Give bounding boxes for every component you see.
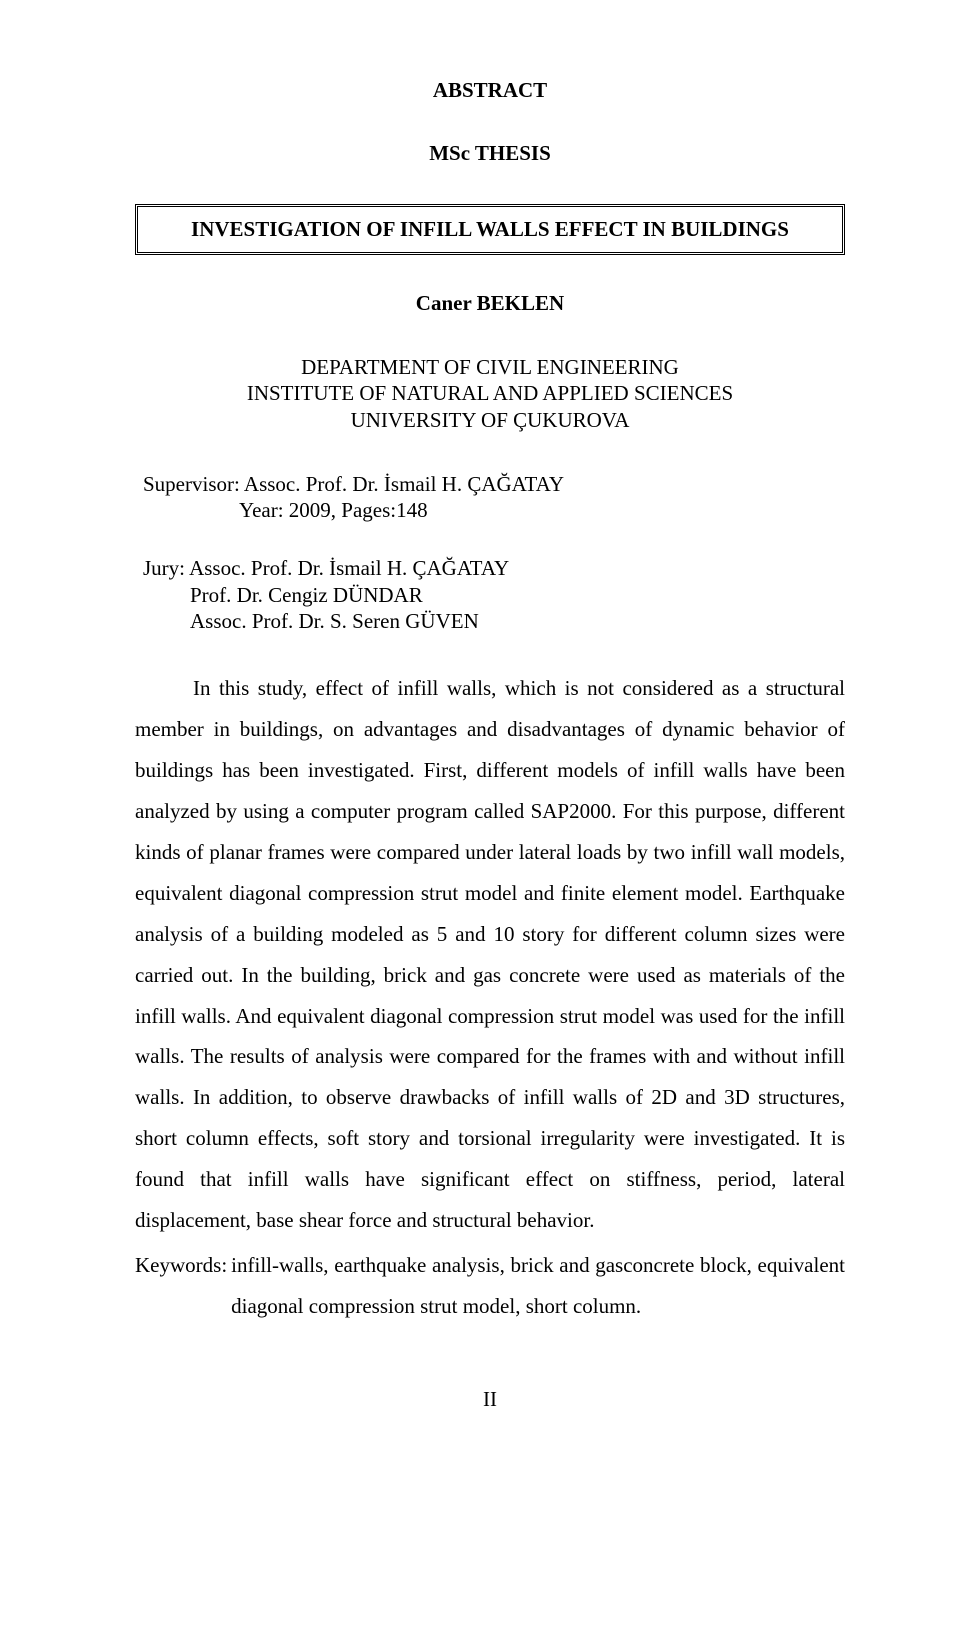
jury-line-1: Jury: Assoc. Prof. Dr. İsmail H. ÇAĞATAY — [143, 555, 845, 581]
jury-block: Jury: Assoc. Prof. Dr. İsmail H. ÇAĞATAY… — [143, 555, 845, 634]
supervisor-line: Supervisor: Assoc. Prof. Dr. İsmail H. Ç… — [143, 471, 845, 497]
abstract-label: ABSTRACT — [135, 78, 845, 103]
year-pages-line: Year: 2009, Pages:148 — [143, 497, 845, 523]
page-number: II — [135, 1387, 845, 1412]
abstract-body: In this study, effect of infill walls, w… — [135, 668, 845, 1241]
department-block: DEPARTMENT OF CIVIL ENGINEERING INSTITUT… — [135, 354, 845, 433]
author-name: Caner BEKLEN — [135, 291, 845, 316]
institute-line: INSTITUTE OF NATURAL AND APPLIED SCIENCE… — [135, 380, 845, 406]
university-line: UNIVERSITY OF ÇUKUROVA — [135, 407, 845, 433]
thesis-title: INVESTIGATION OF INFILL WALLS EFFECT IN … — [191, 217, 789, 241]
jury-line-3: Assoc. Prof. Dr. S. Seren GÜVEN — [143, 608, 845, 634]
department-line: DEPARTMENT OF CIVIL ENGINEERING — [135, 354, 845, 380]
thesis-title-box: INVESTIGATION OF INFILL WALLS EFFECT IN … — [135, 204, 845, 255]
abstract-body-text: In this study, effect of infill walls, w… — [135, 676, 845, 1232]
supervisor-block: Supervisor: Assoc. Prof. Dr. İsmail H. Ç… — [143, 471, 845, 524]
keywords-row: Keywords: infill-walls, earthquake analy… — [135, 1245, 845, 1327]
jury-line-2: Prof. Dr. Cengiz DÜNDAR — [143, 582, 845, 608]
thesis-type: MSc THESIS — [135, 141, 845, 166]
keywords-text: infill-walls, earthquake analysis, brick… — [231, 1245, 845, 1327]
keywords-label: Keywords: — [135, 1245, 231, 1327]
